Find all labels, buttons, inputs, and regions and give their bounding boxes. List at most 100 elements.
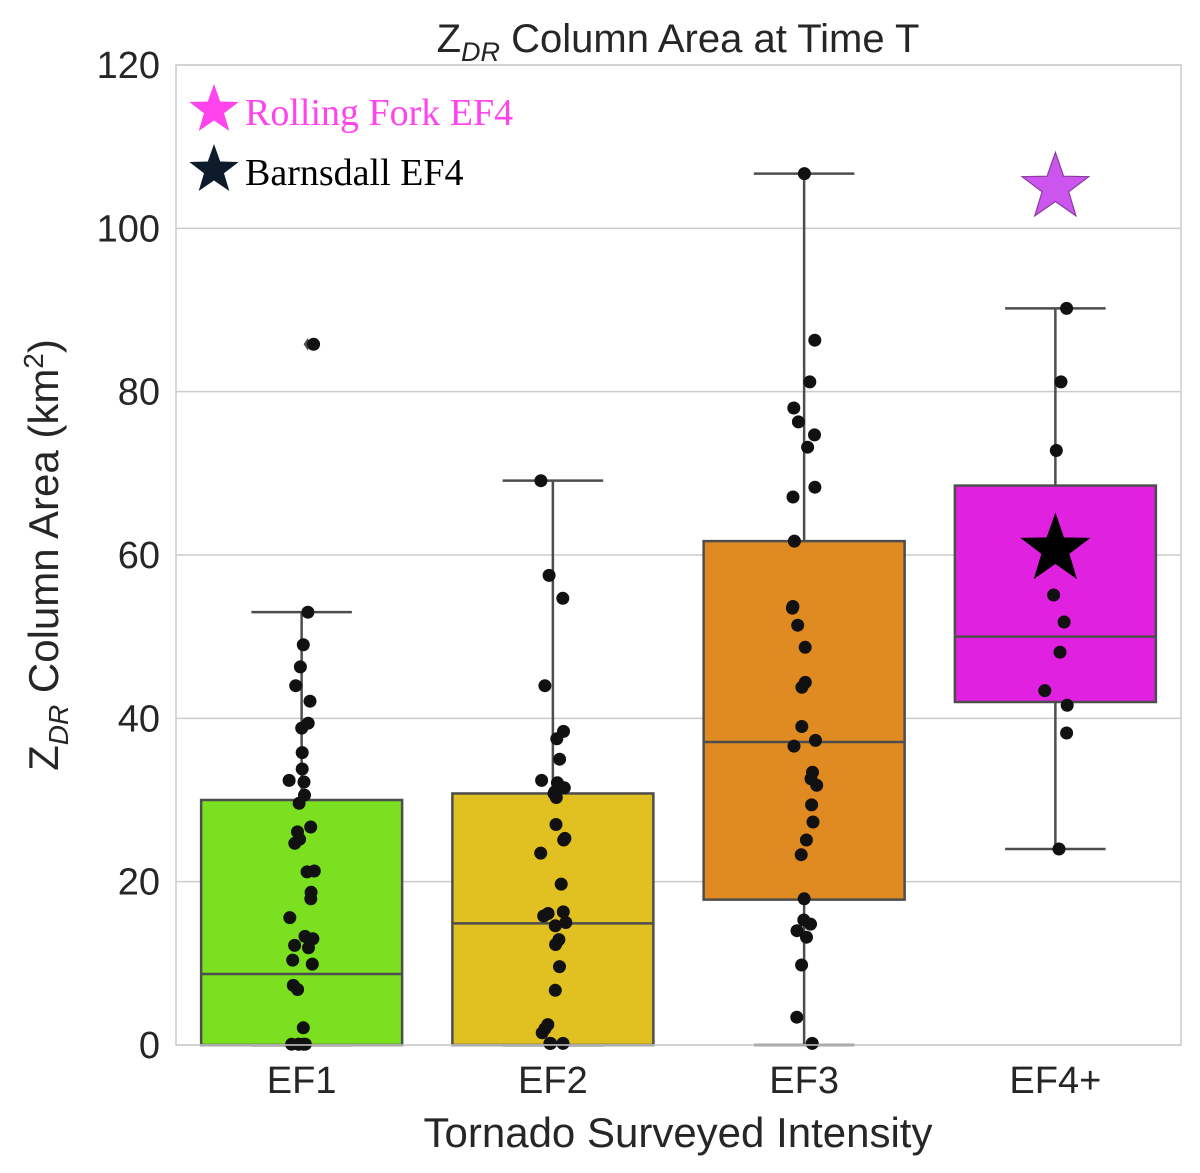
data-point <box>786 490 800 504</box>
data-point <box>795 720 809 733</box>
y-label-rest: Column Area (km <box>20 369 67 705</box>
data-point <box>799 833 813 847</box>
data-point <box>553 960 566 974</box>
data-point <box>1060 698 1074 712</box>
data-point <box>303 694 317 708</box>
data-point <box>283 911 297 925</box>
title-subscript: DR <box>461 37 500 67</box>
data-point <box>1038 684 1052 698</box>
data-point <box>292 796 306 810</box>
legend-label-barnsdall: Barnsdall EF4 <box>245 152 463 194</box>
data-point <box>1053 645 1067 659</box>
data-point <box>549 791 563 804</box>
data-point <box>296 638 310 652</box>
data-point <box>556 905 570 919</box>
y-tick-label: 40 <box>118 698 160 740</box>
data-point <box>557 833 571 847</box>
data-point <box>787 739 801 753</box>
data-point <box>282 773 296 787</box>
data-point <box>307 337 321 351</box>
plot-frame <box>175 64 1182 1046</box>
data-point <box>296 1021 310 1035</box>
data-point <box>553 752 567 766</box>
data-point <box>535 1026 549 1040</box>
data-point <box>554 877 568 891</box>
y-label-subscript: DR <box>43 705 74 745</box>
data-point <box>790 924 804 938</box>
data-point <box>791 415 805 429</box>
data-point <box>787 534 801 548</box>
legend-entry-rolling-fork: Rolling Fork EF4 <box>189 84 513 134</box>
chart-title: ZDR Column Area at Time T <box>437 17 920 67</box>
y-tick-label: 100 <box>97 208 160 250</box>
data-point <box>544 1036 558 1050</box>
y-label-superscript: 2 <box>18 353 49 369</box>
y-label-main: Z <box>20 745 67 771</box>
data-point <box>1049 444 1063 457</box>
data-point <box>810 778 824 792</box>
data-point <box>556 1036 570 1050</box>
y-tick-label: 80 <box>118 372 160 414</box>
data-point <box>804 917 817 931</box>
data-point <box>1047 588 1061 602</box>
data-point <box>289 679 303 693</box>
x-tick-labels: EF1 EF2 EF3 EF4+ <box>267 1060 1102 1102</box>
data-point <box>538 679 552 693</box>
data-point <box>797 892 811 906</box>
x-tick-label: EF4+ <box>1009 1060 1101 1102</box>
data-point <box>794 848 808 862</box>
data-point <box>549 938 563 951</box>
data-point <box>1057 615 1071 629</box>
data-point <box>795 958 809 972</box>
data-point <box>803 375 817 389</box>
data-point <box>1060 726 1074 740</box>
data-point <box>542 568 556 582</box>
data-point <box>556 591 570 605</box>
data-point <box>808 333 822 347</box>
title-main: Z <box>437 17 461 61</box>
x-tick-label: EF1 <box>267 1060 337 1102</box>
data-point <box>288 938 302 952</box>
x-tick-label: EF2 <box>518 1060 588 1102</box>
y-tick-labels: 0 20 40 60 80 100 120 <box>97 45 160 1067</box>
data-point <box>795 680 809 694</box>
data-point <box>791 618 805 632</box>
data-point <box>534 846 548 860</box>
data-point <box>304 892 318 906</box>
data-point <box>297 775 311 789</box>
data-point <box>548 919 562 933</box>
data-point <box>805 798 819 812</box>
data-point <box>305 957 319 971</box>
y-label-end: ) <box>20 339 67 353</box>
data-point <box>805 1036 819 1050</box>
data-point <box>785 601 799 615</box>
data-point <box>1060 301 1074 315</box>
legend-entry-barnsdall: Barnsdall EF4 <box>189 144 463 194</box>
data-point <box>537 909 551 923</box>
data-point <box>548 983 562 997</box>
data-point <box>809 733 822 747</box>
data-point <box>293 660 307 674</box>
data-point <box>295 762 309 776</box>
y-tick-label: 0 <box>139 1025 160 1067</box>
data-point <box>797 167 811 181</box>
data-point <box>288 836 302 850</box>
data-point <box>787 401 801 415</box>
data-point <box>790 1010 804 1024</box>
data-point <box>295 746 309 760</box>
data-point <box>559 916 573 929</box>
highlight-star <box>1020 150 1091 218</box>
highlight-star <box>1020 512 1091 580</box>
data-point <box>535 773 549 787</box>
x-axis-label: Tornado Surveyed Intensity <box>424 1109 933 1156</box>
data-point <box>801 440 815 454</box>
data-point <box>798 640 812 654</box>
legend-star <box>189 144 239 191</box>
y-axis-label: ZDR Column Area (km2) <box>18 339 74 771</box>
data-point <box>534 474 548 488</box>
data-point <box>806 815 820 829</box>
data-point <box>1052 842 1066 856</box>
data-point <box>1054 375 1068 389</box>
data-point <box>286 953 300 967</box>
legend-label-rolling-fork: Rolling Fork EF4 <box>245 92 513 134</box>
